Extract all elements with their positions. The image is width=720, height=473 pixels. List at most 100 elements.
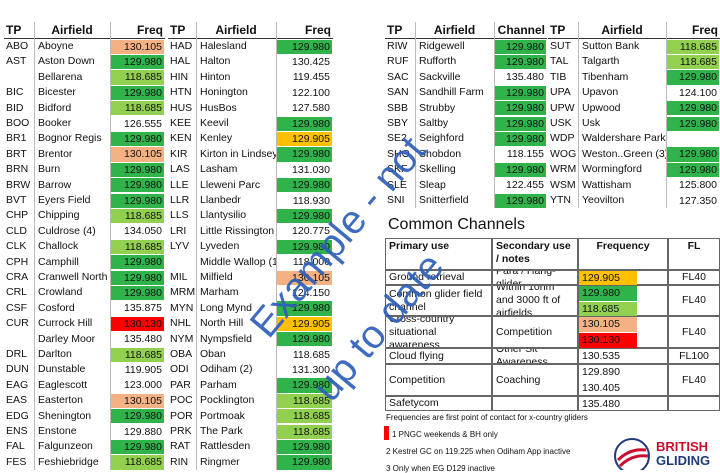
- airfield: Pocklington: [200, 394, 255, 407]
- airfield: Usk: [582, 117, 601, 129]
- column-header: Frequency: [578, 238, 668, 270]
- airfield: Chipping: [38, 209, 80, 222]
- empty-cell: [668, 396, 720, 411]
- airfield: Rattlesden: [200, 440, 251, 453]
- airfield: The Park: [200, 425, 243, 437]
- frequency: 118.000: [292, 256, 330, 269]
- tp-code: CLK: [6, 240, 27, 253]
- footnote: Frequencies are first point of contact f…: [386, 413, 588, 422]
- airfield: Lyveden: [200, 240, 240, 253]
- column-header: Airfield: [51, 23, 93, 37]
- frequency: 130.405: [582, 382, 620, 394]
- frequency: 118.685: [111, 70, 164, 85]
- tp-code: CUR: [6, 317, 29, 330]
- frequency: 130.535: [582, 350, 620, 362]
- airfield: Upavon: [582, 86, 619, 99]
- tp-code: WDP: [550, 132, 575, 145]
- tp-code: RUF: [387, 55, 409, 68]
- frequency: 135.875: [124, 302, 162, 315]
- column-rule: [110, 22, 111, 471]
- tp-code: LLR: [170, 194, 190, 206]
- airfield: Darley Moor: [38, 332, 96, 345]
- airfield: Culdrose (4): [38, 224, 96, 237]
- footnote-marker: [384, 426, 389, 440]
- flight-level: FL40: [668, 316, 720, 348]
- frequency: 129.980: [579, 286, 637, 301]
- frequency: 125.800: [679, 179, 717, 192]
- airfield: Halesland: [200, 40, 247, 52]
- frequency: 130.105: [277, 270, 332, 285]
- airfield: Currock Hill: [38, 317, 93, 330]
- tp-code: HUS: [170, 101, 193, 114]
- column-header: Freq: [136, 23, 163, 37]
- primary-use: Safetycom: [385, 396, 492, 411]
- frequency: 135.480: [582, 398, 620, 410]
- header-rule: [548, 38, 720, 39]
- frequency-cell: [578, 348, 668, 364]
- tp-code: OBA: [170, 348, 193, 360]
- secondary-use: Competition: [492, 316, 578, 348]
- tp-code: NYM: [170, 332, 194, 345]
- frequency: 118.685: [111, 455, 164, 470]
- airfield: Hinton: [200, 70, 231, 83]
- airfield: Wattisham: [582, 178, 632, 191]
- airfield: Upwood: [582, 101, 621, 114]
- tp-code: CHP: [6, 209, 29, 222]
- frequency-cell: [578, 364, 668, 396]
- airfield: Nympsfield: [200, 332, 252, 345]
- primary-use: Cross-country situational awareness: [385, 316, 492, 348]
- tp-code: TAL: [550, 55, 569, 68]
- frequency: 129.980: [667, 147, 719, 162]
- frequency: 129.980: [111, 178, 164, 193]
- secondary-use: Coaching: [492, 364, 578, 396]
- airfield: Keevil: [200, 117, 229, 129]
- column-rule: [34, 22, 35, 471]
- airfield: Lleweni Parc: [200, 178, 261, 191]
- frequency: 129.980: [277, 208, 332, 224]
- secondary-use: Other Sit Awareness: [492, 348, 578, 364]
- tp-code: BRW: [6, 178, 31, 191]
- frequency: 118.685: [292, 348, 330, 361]
- frequency-cell: [578, 396, 668, 411]
- tp-code: SAN: [387, 86, 409, 99]
- frequency: 130.425: [292, 55, 330, 68]
- airfield: Milfield: [200, 271, 233, 283]
- frequency: 129.980: [277, 332, 332, 347]
- tp-code: SHO: [387, 147, 410, 160]
- airfield: Challock: [38, 240, 79, 253]
- tp-code: HAL: [170, 55, 191, 68]
- airfield: Skelling: [419, 163, 456, 176]
- frequency: 119.905: [124, 363, 162, 376]
- frequency: 118.930: [292, 194, 330, 207]
- section-title: Common Channels: [388, 216, 525, 233]
- primary-use: Common glider field channel: [385, 285, 492, 316]
- airfield: Kirton in Lindsey: [200, 147, 276, 160]
- airfield: Enstone: [38, 425, 77, 437]
- tp-code: EAG: [6, 378, 29, 391]
- airfield: Llanbedr: [200, 194, 241, 206]
- primary-use: Ground retrieval: [385, 270, 492, 285]
- airfield: Weston..Green (3): [582, 147, 666, 160]
- frequency: 129.980: [277, 455, 332, 470]
- airfield: Eaglescott: [38, 378, 88, 391]
- airfield: Cosford: [38, 301, 75, 314]
- tp-code: SUT: [550, 40, 571, 52]
- frequency: 129.980: [111, 255, 164, 270]
- frequency: 129.980: [277, 116, 332, 131]
- airfield: Marham: [200, 286, 239, 299]
- airfield: Yeovilton: [582, 194, 625, 206]
- airfield: Ringmer: [200, 455, 240, 468]
- frequency: 129.980: [277, 239, 332, 255]
- airfield: Middle Wallop (1): [200, 255, 276, 268]
- airfield: Sutton Bank: [582, 40, 640, 52]
- frequency: 130.105: [111, 393, 164, 409]
- frequency: 129.980: [111, 439, 164, 455]
- tp-code: USK: [550, 117, 572, 129]
- frequency: 135.480: [506, 71, 544, 84]
- frequency: 129.905: [579, 271, 637, 285]
- column-header: Airfield: [215, 23, 257, 37]
- tp-code: WSM: [550, 178, 576, 191]
- airfield: Little Rissington: [200, 224, 275, 237]
- frequency: 122.455: [506, 179, 544, 192]
- tp-code: KEE: [170, 117, 192, 129]
